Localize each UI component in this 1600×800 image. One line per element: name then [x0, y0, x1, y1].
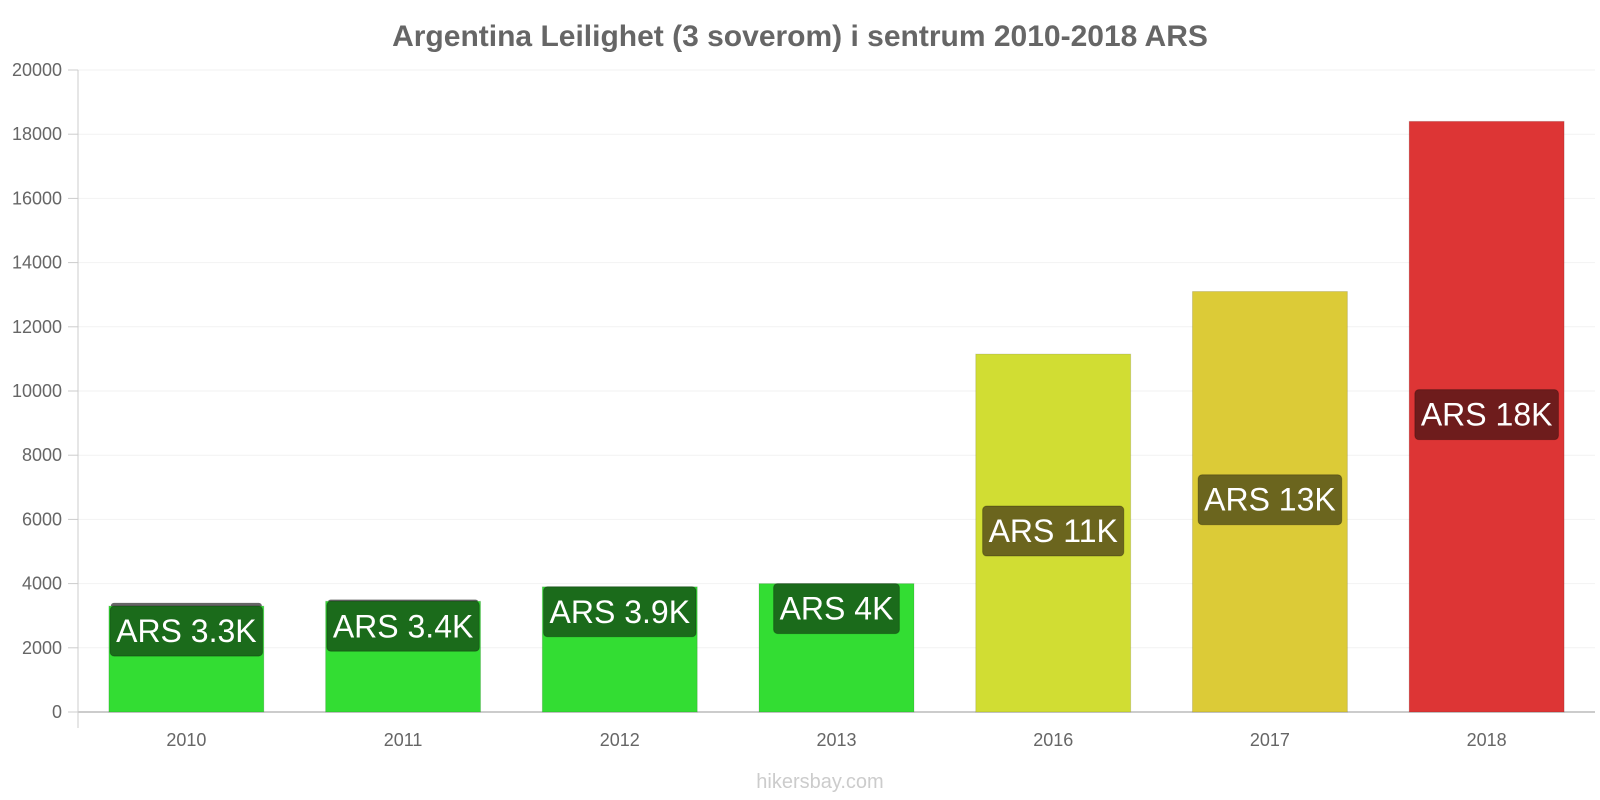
y-tick-label: 12000 [12, 317, 62, 337]
x-tick-label: 2018 [1467, 730, 1507, 750]
data-label: ARS 3.9K [550, 594, 691, 630]
data-label: ARS 3.3K [116, 613, 257, 649]
y-tick-label: 8000 [22, 445, 62, 465]
x-tick-label: 2017 [1250, 730, 1290, 750]
data-labels: ARS 3.3K ARS 3.4K ARS 3.9K ARS 4K ARS 11K ARS… [109, 389, 1559, 657]
data-label-bg [1414, 389, 1559, 441]
watermark: hikersbay.com [756, 771, 883, 793]
data-label-bg [543, 586, 697, 638]
chart-title: Argentina Leilighet (3 soverom) i sentru… [392, 20, 1208, 53]
gridlines [78, 69, 1595, 649]
x-tick-label: 2012 [600, 730, 640, 750]
y-tick-label: 16000 [12, 188, 62, 208]
y-tick-label: 0 [52, 702, 62, 722]
y-tick-label: 2000 [22, 638, 62, 658]
data-label-group: ARS 13K [1197, 474, 1343, 526]
data-label-bg [773, 583, 900, 635]
axes: 0 2000 4000 6000 8000 10000 12000 14000 16000 180… [12, 60, 1595, 750]
y-tick-label: 14000 [12, 253, 62, 273]
data-label: ARS 3.4K [333, 608, 474, 644]
y-tick-label: 20000 [12, 60, 62, 80]
y-tick-label: 4000 [22, 574, 62, 594]
data-label: ARS 13K [1204, 482, 1336, 518]
data-label: ARS 4K [780, 591, 894, 627]
data-label-group: ARS 3.9K [543, 586, 697, 638]
y-tick-label: 6000 [22, 509, 62, 529]
y-tick-label: 10000 [12, 381, 62, 401]
data-label-bg [982, 505, 1125, 557]
x-tick-label: 2013 [816, 730, 856, 750]
data-label-group: ARS 3.3K [109, 605, 264, 657]
data-label: ARS 11K [989, 513, 1118, 549]
data-label-group: ARS 3.4K [326, 600, 480, 652]
x-tick-label: 2010 [166, 730, 206, 750]
data-label-group: ARS 18K [1414, 389, 1559, 441]
x-tick-label: 2016 [1033, 730, 1073, 750]
data-label-bg [109, 605, 264, 657]
data-label-group: ARS 11K [982, 505, 1125, 557]
data-label: ARS 18K [1421, 397, 1553, 433]
data-label-bg [326, 600, 480, 652]
y-tick-label: 18000 [12, 124, 62, 144]
data-label-group: ARS 4K [773, 583, 900, 635]
data-label-bg [1197, 474, 1343, 526]
x-tick-label: 2011 [384, 730, 423, 750]
